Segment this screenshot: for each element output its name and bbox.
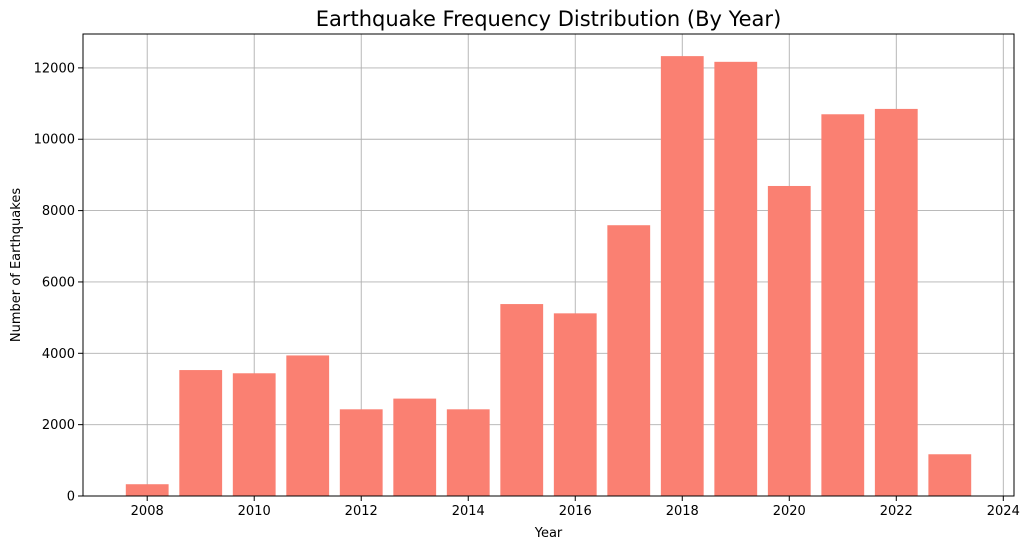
bar-2020 — [767, 185, 811, 496]
grid-layer — [83, 34, 1014, 497]
x-axis-label: Year — [534, 526, 563, 541]
bar-2008 — [125, 484, 169, 496]
bar-2022 — [874, 108, 918, 497]
x-tick-label: 2014 — [452, 504, 485, 519]
bar-2017 — [607, 225, 651, 496]
x-tick-label: 2024 — [987, 504, 1020, 519]
y-tick-label: 0 — [67, 490, 75, 505]
bar-2016 — [553, 313, 597, 496]
x-tick-label: 2010 — [238, 504, 271, 519]
x-tick-label: 2018 — [666, 504, 699, 519]
y-tick-label: 10000 — [34, 133, 75, 148]
y-tick-label: 12000 — [34, 61, 75, 76]
bar-2023 — [928, 454, 972, 496]
x-tick-label: 2012 — [345, 504, 378, 519]
bar-layer — [125, 56, 972, 497]
bar-2015 — [500, 304, 544, 496]
x-tick-label: 2008 — [131, 504, 164, 519]
bar-2019 — [714, 61, 758, 496]
bar-2013 — [393, 398, 437, 496]
bar-2010 — [232, 373, 276, 496]
y-tick-label: 2000 — [42, 418, 75, 433]
y-tick-label: 4000 — [42, 347, 75, 362]
y-axis-label: Number of Earthquakes — [9, 188, 24, 342]
x-tick-label: 2016 — [559, 504, 592, 519]
x-tick-label: 2022 — [880, 504, 913, 519]
bar-2018 — [660, 56, 704, 496]
y-tick-label: 6000 — [42, 275, 75, 290]
bar-2011 — [286, 355, 330, 496]
axes-frame — [82, 33, 1015, 497]
chart-title: Earthquake Frequency Distribution (By Ye… — [316, 7, 782, 31]
bar-2012 — [339, 409, 383, 496]
y-tick-label: 8000 — [42, 204, 75, 219]
bar-2009 — [179, 370, 223, 496]
tick-layer: 2008 2010 2012 2014 2016 2018 2020 2022 2024 0 200… — [34, 61, 1020, 519]
bar-2014 — [446, 409, 490, 496]
x-tick-label: 2020 — [773, 504, 806, 519]
bar-2021 — [821, 114, 865, 497]
